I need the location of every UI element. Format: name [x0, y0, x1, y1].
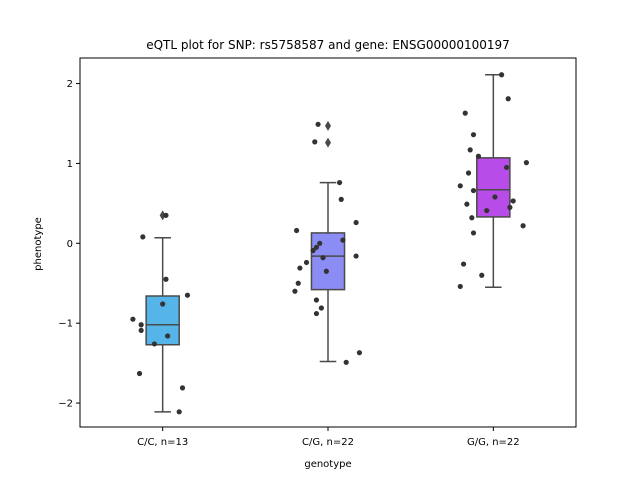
- data-point: [499, 72, 505, 78]
- data-point: [503, 164, 510, 171]
- data-point: [470, 187, 477, 194]
- data-point: [313, 297, 320, 303]
- box-group: [292, 120, 363, 365]
- plot-area: −2 −1 0 1 2 C/C, n=13 C/G, n=22 G/G, n=22: [58, 57, 577, 448]
- data-point: [310, 247, 316, 254]
- data-point: [464, 201, 470, 207]
- data-point: [484, 207, 490, 214]
- data-point: [462, 110, 468, 116]
- data-point: [295, 280, 301, 286]
- data-point: [470, 132, 477, 138]
- y-axis-label: phenotype: [33, 217, 44, 271]
- data-point: [323, 268, 329, 274]
- data-point: [138, 322, 144, 328]
- box-group: [457, 72, 530, 290]
- data-point: [315, 121, 321, 127]
- y-tick-label: 0: [67, 239, 73, 250]
- data-point: [505, 96, 511, 102]
- x-tick-label: C/G, n=22: [302, 437, 354, 448]
- data-point: [130, 316, 136, 322]
- data-point: [523, 160, 530, 166]
- data-point: [338, 196, 344, 202]
- data-point: [160, 301, 166, 307]
- box-group: [130, 210, 191, 415]
- data-point: [317, 240, 323, 246]
- x-tick-label: G/G, n=22: [467, 437, 520, 448]
- data-point: [313, 244, 320, 250]
- data-point: [292, 288, 298, 294]
- data-point: [470, 230, 477, 236]
- data-point: [457, 283, 463, 290]
- data-point: [457, 183, 463, 189]
- data-point: [479, 272, 485, 278]
- data-point: [163, 212, 169, 218]
- data-point: [353, 253, 359, 259]
- data-point: [151, 341, 157, 347]
- iqr-box: [310, 232, 346, 291]
- chart-title: eQTL plot for SNP: rs5758587 and gene: E…: [146, 38, 510, 52]
- outlier-marker: [159, 210, 166, 221]
- data-point: [340, 237, 346, 243]
- data-point: [312, 139, 318, 145]
- y-tick-label: −1: [58, 319, 73, 330]
- data-point: [297, 265, 303, 271]
- outlier-marker: [325, 120, 331, 131]
- y-tick-label: −2: [58, 399, 73, 410]
- data-point: [165, 333, 171, 339]
- data-point: [475, 153, 482, 159]
- data-point: [353, 219, 359, 226]
- data-point: [176, 409, 182, 415]
- data-point: [460, 261, 467, 267]
- data-point: [179, 385, 186, 391]
- data-point: [320, 255, 326, 261]
- outlier-marker: [325, 137, 331, 148]
- data-point: [336, 179, 343, 186]
- data-point: [293, 227, 300, 234]
- data-point: [138, 327, 144, 333]
- data-point: [520, 223, 526, 229]
- x-axis-label: genotype: [304, 459, 351, 470]
- x-tick-label: C/C, n=13: [137, 437, 188, 448]
- data-point: [140, 234, 146, 240]
- data-point: [507, 204, 513, 210]
- data-point: [465, 170, 472, 176]
- data-point: [469, 215, 475, 221]
- data-point: [313, 310, 320, 317]
- data-point: [184, 292, 191, 298]
- data-point: [163, 276, 169, 282]
- data-point: [510, 198, 516, 204]
- data-point: [343, 359, 349, 365]
- data-point: [318, 305, 324, 311]
- y-tick-label: 2: [67, 79, 73, 90]
- data-point: [136, 370, 143, 377]
- data-point: [492, 194, 498, 200]
- data-point: [303, 259, 310, 266]
- data-point: [467, 147, 473, 153]
- data-point: [356, 350, 363, 356]
- axes-frame: [79, 57, 577, 428]
- y-tick-label: 1: [67, 159, 73, 170]
